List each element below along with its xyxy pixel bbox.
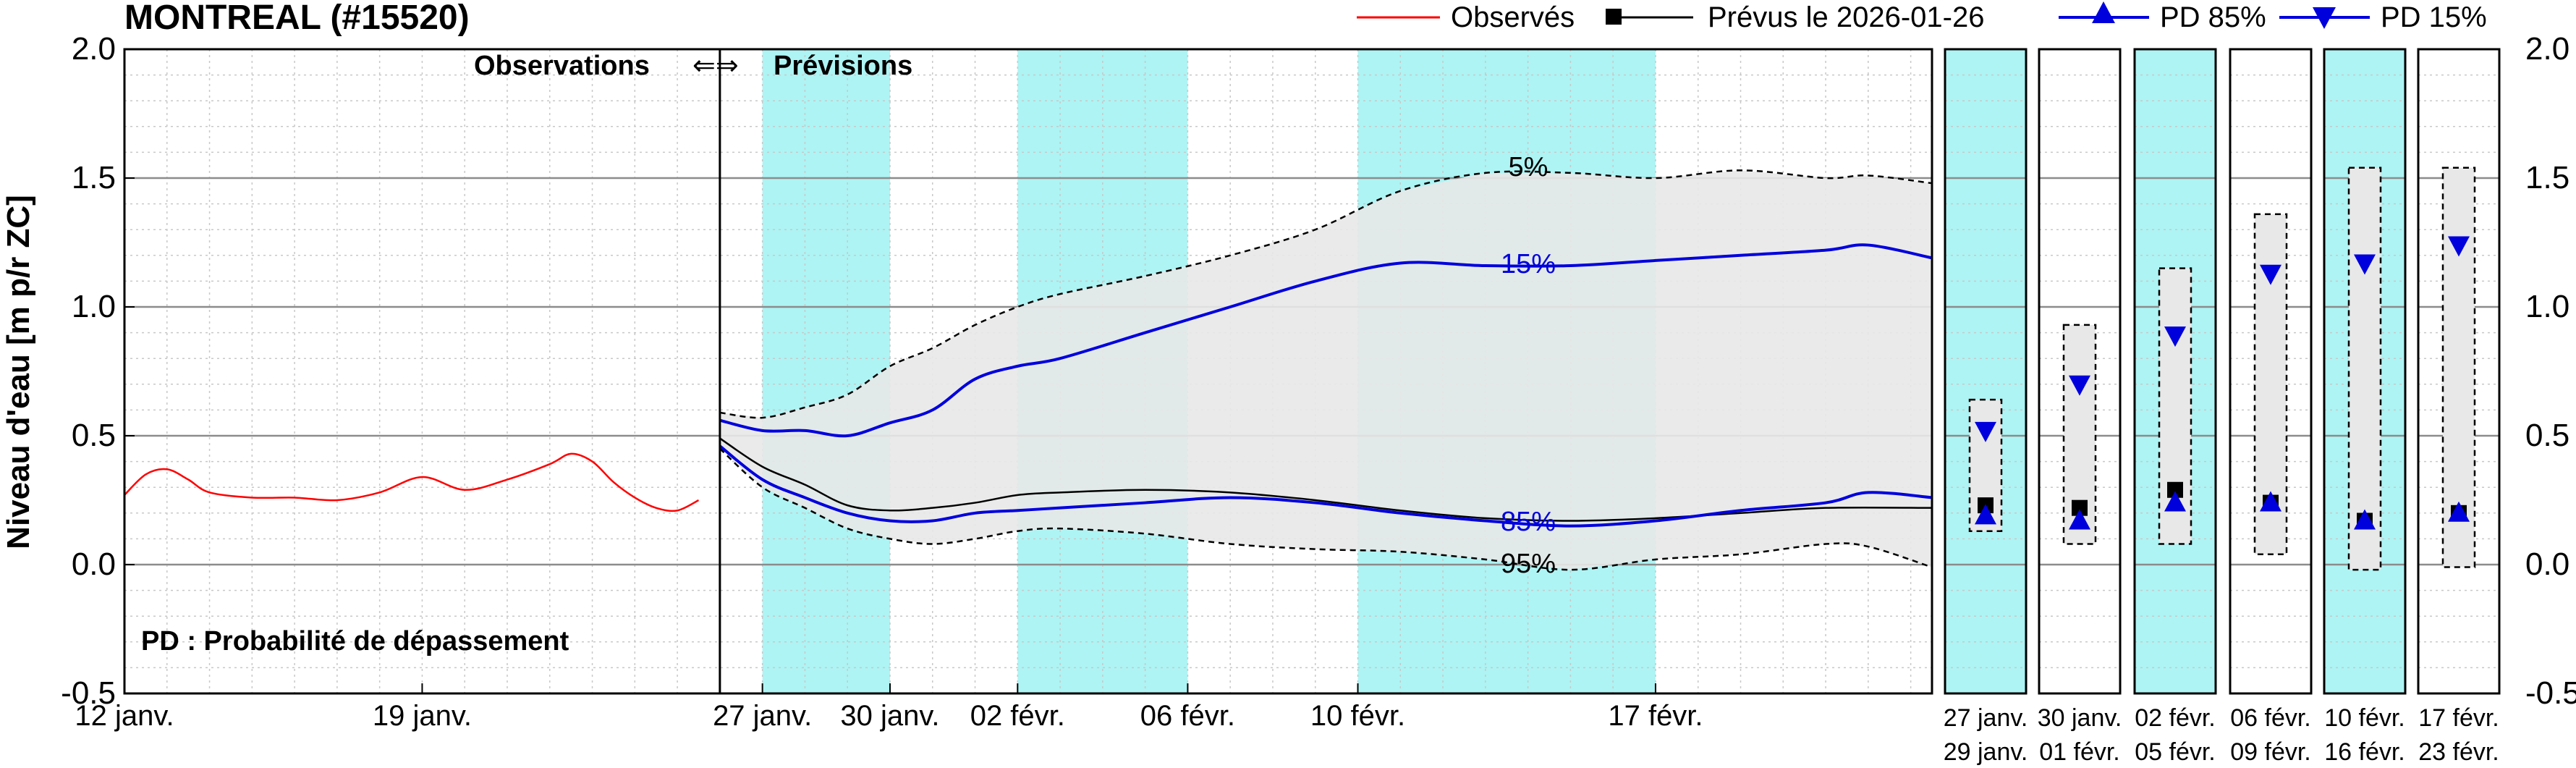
- weekly-panel-frame: [2323, 48, 2407, 695]
- highlight-range-0: [762, 49, 890, 693]
- y-tick-label-right: 1.5: [2525, 160, 2569, 195]
- y-tick-label: 0.0: [72, 547, 116, 582]
- x-tick-label: 17 févr.: [1608, 700, 1703, 732]
- weekly-pd15-marker: [2260, 264, 2281, 285]
- y-tick-label: -0.5: [61, 675, 116, 711]
- weekly-pd85-marker: [2069, 509, 2090, 530]
- weekly-panel-frame: [2038, 48, 2122, 695]
- weekly-start-date: 10 févr.: [2324, 704, 2405, 732]
- x-tick-label: 10 févr.: [1310, 700, 1405, 732]
- weekly-end-date: 01 févr.: [2039, 738, 2120, 766]
- weekly-panel-6: 17 févr. 23 févr.: [2417, 48, 2501, 766]
- x-tick-label: 02 févr.: [970, 700, 1065, 732]
- x-tick-label: 06 févr.: [1140, 700, 1235, 732]
- weekly-pd15-marker: [2354, 254, 2376, 275]
- percentile-5-line: [719, 169, 1933, 419]
- observations-forecast-arrows: ⇐⇒: [692, 51, 739, 81]
- y-tick-label-right: -0.5: [2525, 675, 2576, 711]
- weekly-end-date: 05 févr.: [2135, 738, 2216, 766]
- weekly-start-date: 02 févr.: [2135, 704, 2216, 732]
- y-tick-label: 1.5: [72, 160, 116, 195]
- y-tick-label-right: 0.0: [2525, 547, 2569, 582]
- forecasts-label: Prévisions: [774, 51, 912, 81]
- legend-pd85-marker: [2092, 1, 2115, 23]
- main-plot-frame: [123, 48, 1933, 695]
- y-tick-label: 2.0: [72, 31, 116, 67]
- observations-label: Observations: [474, 51, 650, 81]
- weekly-panels: 27 janv. 29 janv. 30 janv. 01 févr. 02 févr.…: [1944, 48, 2501, 766]
- y-tick-label: 0.5: [72, 418, 116, 453]
- x-tick-label: 19 janv.: [373, 700, 472, 732]
- legend-pd15-label: PD 15%: [2381, 1, 2487, 33]
- y-tick-label-right: 0.5: [2525, 418, 2569, 453]
- weekly-panel-frame: [2417, 48, 2501, 695]
- observed-series-line: [124, 452, 700, 512]
- weekly-start-date: 27 janv.: [1944, 704, 2028, 732]
- weekly-start-date: 06 févr.: [2230, 704, 2311, 732]
- weekly-percentile-range: [2441, 166, 2476, 568]
- axis-ticks: 2.0 2.01.5 1.51.0 1.00.5 0.50.0 0.0-0.5 -0.512…: [61, 31, 2576, 732]
- weekly-end-date: 23 févr.: [2418, 738, 2499, 766]
- weekly-panel-frame: [2229, 48, 2313, 695]
- legend-forecast-label: Prévus le 2026-01-26: [1708, 1, 1984, 33]
- weekly-end-date: 29 janv.: [1944, 738, 2028, 766]
- weekly-panel-2: 30 janv. 01 févr.: [2038, 48, 2122, 766]
- weekly-percentile-range: [2347, 166, 2382, 571]
- legend-pd85-label: PD 85%: [2160, 1, 2266, 33]
- percentile-15-label: 15%: [1501, 249, 1556, 279]
- weekly-panel-frame: [1944, 48, 2028, 695]
- weekly-end-date: 16 févr.: [2324, 738, 2405, 766]
- y-tick-label: 1.0: [72, 289, 116, 324]
- legend-forecast-marker: [1606, 9, 1622, 25]
- pd15-series-line: [719, 243, 1933, 438]
- legend-pd15-marker: [2313, 7, 2336, 29]
- weekly-forecast-marker: [2167, 481, 2183, 498]
- weekly-panel-5: 10 févr. 16 févr.: [2323, 48, 2407, 766]
- weekly-pd85-marker: [2260, 491, 2281, 512]
- weekly-pd15-marker: [2448, 236, 2470, 257]
- weekly-start-date: 17 févr.: [2418, 704, 2499, 732]
- x-tick-label: 30 janv.: [840, 700, 939, 732]
- weekly-pd85-marker: [2448, 501, 2470, 522]
- legend-observed-label: Observés: [1451, 1, 1575, 33]
- weekly-pd15-marker: [2069, 375, 2090, 396]
- chart-title: MONTREAL (#15520): [124, 0, 470, 37]
- y-axis-label: Niveau d'eau [m p/r ZC]: [1, 195, 36, 549]
- percentile-5-label: 5%: [1509, 152, 1548, 182]
- percentile-95-label: 95%: [1501, 549, 1556, 579]
- pd85-series-line: [719, 444, 1933, 528]
- weekly-pd15-marker: [2164, 326, 2186, 347]
- weekly-pd85-marker: [2354, 509, 2376, 530]
- weekly-panel-1: 27 janv. 29 janv.: [1944, 48, 2028, 766]
- confidence-band: [719, 170, 1932, 570]
- weekly-panel-frame: [2133, 48, 2217, 695]
- x-tick-label: 27 janv.: [713, 700, 812, 732]
- x-tick-label: 12 janv.: [75, 700, 174, 732]
- weekly-start-date: 30 janv.: [2038, 704, 2122, 732]
- weekly-end-date: 09 févr.: [2230, 738, 2311, 766]
- y-tick-label-right: 1.0: [2525, 289, 2569, 324]
- percentile-85-label: 85%: [1501, 507, 1556, 537]
- legend: Observés Prévus le 2026-01-26 PD 85% PD …: [1357, 1, 2487, 33]
- weekly-panel-background: [1945, 49, 2026, 693]
- weekly-panel-3: 02 févr. 05 févr.: [2133, 48, 2217, 766]
- weekly-forecast-marker: [2072, 499, 2088, 516]
- weekly-pd85-marker: [1975, 504, 1996, 525]
- y-tick-label-right: 2.0: [2525, 31, 2569, 67]
- percentile-band-area: [719, 170, 1932, 570]
- weekly-panel-4: 06 févr. 09 févr.: [2229, 48, 2313, 766]
- weekly-pd85-marker: [2164, 491, 2186, 512]
- series-lines: [124, 49, 1933, 693]
- weekly-pd15-marker: [1975, 421, 1996, 442]
- pd-note: PD : Probabilité de dépassement: [141, 626, 569, 657]
